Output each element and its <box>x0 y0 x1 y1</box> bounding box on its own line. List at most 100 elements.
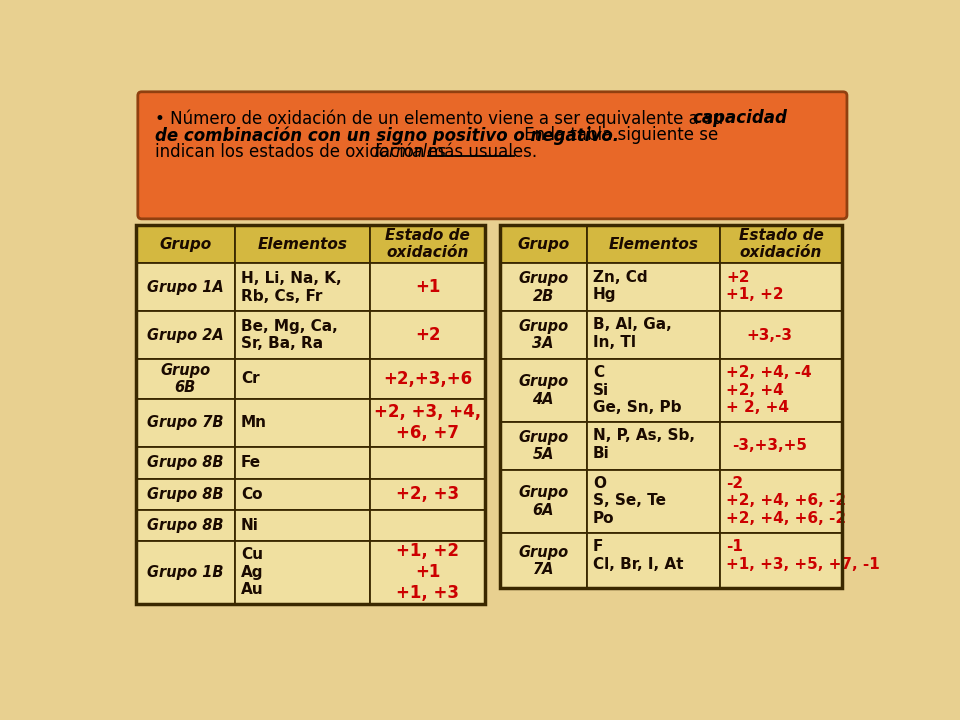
Bar <box>135 446 234 479</box>
Text: En la tabla siguiente se: En la tabla siguiente se <box>519 127 718 145</box>
Text: +2, +3: +2, +3 <box>396 485 459 503</box>
Text: B, Al, Ga,
In, Tl: B, Al, Ga, In, Tl <box>592 318 671 350</box>
Bar <box>500 225 587 264</box>
Text: O
S, Se, Te
Po: O S, Se, Te Po <box>592 476 665 526</box>
Text: +2, +4, -4
+2, +4
+ 2, +4: +2, +4, -4 +2, +4 + 2, +4 <box>726 365 811 415</box>
Text: Grupo
7A: Grupo 7A <box>518 544 568 577</box>
Bar <box>234 510 371 541</box>
Text: Grupo
5A: Grupo 5A <box>518 430 568 462</box>
Text: +3,-3: +3,-3 <box>747 328 792 343</box>
Bar <box>234 541 371 604</box>
Text: +2,+3,+6: +2,+3,+6 <box>383 370 472 388</box>
Bar <box>234 225 371 264</box>
Text: +2
+1, +2: +2 +1, +2 <box>726 270 783 302</box>
Bar <box>720 422 842 470</box>
Text: +1, +2
+1
+1, +3: +1, +2 +1 +1, +3 <box>396 542 459 602</box>
Text: formales: formales <box>374 143 447 161</box>
Text: de combinación con un signo positivo o negativo.: de combinación con un signo positivo o n… <box>155 127 619 145</box>
Text: Grupo
4A: Grupo 4A <box>518 374 568 407</box>
Text: N, P, As, Sb,
Bi: N, P, As, Sb, Bi <box>592 428 695 461</box>
Bar <box>135 225 234 264</box>
Bar <box>234 479 371 510</box>
Text: Estado de
oxidación: Estado de oxidación <box>738 228 824 261</box>
Text: Estado de
oxidación: Estado de oxidación <box>385 228 470 261</box>
Bar <box>371 264 485 311</box>
Bar <box>234 399 371 446</box>
Bar <box>135 359 234 399</box>
Text: -3,+3,+5: -3,+3,+5 <box>732 438 807 454</box>
Text: Mn: Mn <box>241 415 267 431</box>
Bar <box>371 479 485 510</box>
Text: C
Si
Ge, Sn, Pb: C Si Ge, Sn, Pb <box>592 365 682 415</box>
Bar <box>587 359 720 422</box>
Bar <box>587 422 720 470</box>
Text: Cr: Cr <box>241 372 259 387</box>
Text: Grupo 7B: Grupo 7B <box>147 415 224 431</box>
Bar <box>371 541 485 604</box>
Bar <box>135 541 234 604</box>
Text: H, Li, Na, K,
Rb, Cs, Fr: H, Li, Na, K, Rb, Cs, Fr <box>241 271 342 304</box>
Text: F
Cl, Br, I, At: F Cl, Br, I, At <box>592 539 684 572</box>
Bar <box>135 311 234 359</box>
Bar <box>720 264 842 311</box>
Text: -1
+1, +3, +5, +7, -1: -1 +1, +3, +5, +7, -1 <box>726 539 879 572</box>
Text: Cu
Ag
Au: Cu Ag Au <box>241 547 264 597</box>
Bar <box>371 399 485 446</box>
Bar <box>720 311 842 359</box>
Text: Grupo
6A: Grupo 6A <box>518 485 568 518</box>
Text: +2: +2 <box>415 326 441 344</box>
Text: Grupo
6B: Grupo 6B <box>160 363 210 395</box>
Bar <box>234 311 371 359</box>
Bar <box>500 225 842 588</box>
Text: Grupo 1B: Grupo 1B <box>147 564 224 580</box>
Bar <box>371 446 485 479</box>
Bar <box>500 533 587 588</box>
Text: Co: Co <box>241 487 262 502</box>
Bar <box>500 422 587 470</box>
Text: Grupo 8B: Grupo 8B <box>147 518 224 533</box>
Text: Ni: Ni <box>241 518 259 533</box>
Text: Zn, Cd
Hg: Zn, Cd Hg <box>592 270 647 302</box>
Bar <box>587 311 720 359</box>
Text: Grupo 1A: Grupo 1A <box>147 280 224 295</box>
Text: Be, Mg, Ca,
Sr, Ba, Ra: Be, Mg, Ca, Sr, Ba, Ra <box>241 319 338 351</box>
Bar <box>371 225 485 264</box>
Bar <box>135 479 234 510</box>
Text: Elementos: Elementos <box>609 237 698 252</box>
Text: Elementos: Elementos <box>257 237 348 252</box>
Bar <box>720 359 842 422</box>
Bar <box>234 264 371 311</box>
Bar <box>135 264 234 311</box>
Text: +1: +1 <box>415 279 441 297</box>
Text: Grupo 8B: Grupo 8B <box>147 487 224 502</box>
Text: • Número de oxidación de un elemento viene a ser equivalente a su: • Número de oxidación de un elemento vie… <box>155 109 729 128</box>
Text: indican los estados de oxidación: indican los estados de oxidación <box>155 143 429 161</box>
Text: Fe: Fe <box>241 456 261 470</box>
Text: Grupo 8B: Grupo 8B <box>147 456 224 470</box>
Bar <box>720 470 842 533</box>
Bar <box>500 470 587 533</box>
Text: Grupo 2A: Grupo 2A <box>147 328 224 343</box>
Text: más usuales.: más usuales. <box>428 143 538 161</box>
Text: Grupo
3A: Grupo 3A <box>518 319 568 351</box>
Text: Grupo
2B: Grupo 2B <box>518 271 568 304</box>
Bar <box>371 359 485 399</box>
Bar <box>587 533 720 588</box>
Text: -2
+2, +4, +6, -2
+2, +4, +6, -2: -2 +2, +4, +6, -2 +2, +4, +6, -2 <box>726 476 846 526</box>
Bar <box>234 446 371 479</box>
Text: Grupo: Grupo <box>517 237 569 252</box>
Bar <box>587 470 720 533</box>
Bar <box>720 533 842 588</box>
Bar <box>135 510 234 541</box>
Bar <box>587 264 720 311</box>
Text: capacidad: capacidad <box>692 109 787 127</box>
Bar <box>720 225 842 264</box>
Bar <box>234 359 371 399</box>
Bar <box>500 359 587 422</box>
Bar <box>371 311 485 359</box>
Text: Grupo: Grupo <box>159 237 211 252</box>
Bar <box>587 225 720 264</box>
Text: +2, +3, +4,
+6, +7: +2, +3, +4, +6, +7 <box>374 403 481 442</box>
Bar <box>135 225 485 604</box>
Bar <box>371 510 485 541</box>
